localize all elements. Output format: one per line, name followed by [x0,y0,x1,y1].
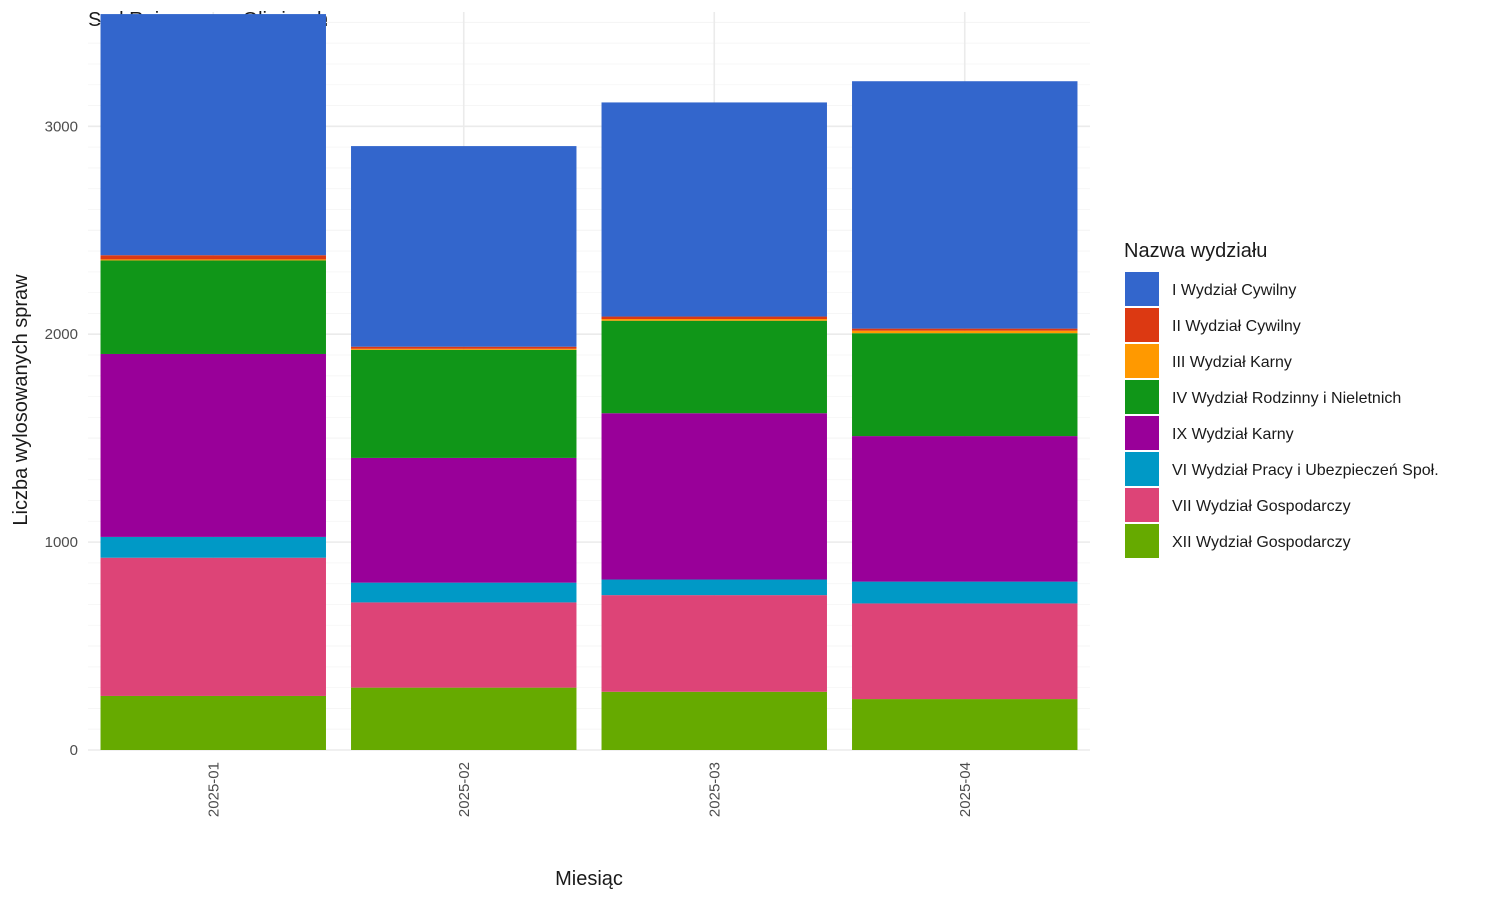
bar-segment [601,316,827,320]
bar-segment [852,581,1078,604]
x-axis-title: Miesiąc [555,868,623,890]
x-tick-label: 2025-02 [456,762,473,817]
bar-segment [601,102,827,317]
legend-label: VII Wydział Gospodarczy [1172,498,1351,515]
legend-label: XII Wydział Gospodarczy [1172,534,1351,551]
bar-segment [852,333,1078,437]
bar-segment [100,536,326,558]
bar-segment [351,687,577,750]
legend-swatch [1125,272,1159,306]
x-tick-label: 2025-01 [205,762,222,817]
bar-segment [100,695,326,750]
bar-segment [601,579,827,596]
x-tick-label: 2025-04 [957,762,974,817]
y-axis-ticks: 0 1000 2000 3000 [45,118,78,759]
bar-segment [351,349,577,458]
legend-label: VI Wydział Pracy i Ubezpieczeń Społ. [1172,462,1439,479]
bar-segment [852,699,1078,750]
legend-swatch [1125,488,1159,522]
legend-swatch [1125,416,1159,450]
x-tick-label: 2025-03 [706,762,723,817]
bar-segment [351,602,577,688]
y-tick-label: 2000 [45,326,78,343]
legend-label: IV Wydział Rodzinny i Nieletnich [1172,390,1401,407]
legend-swatch [1125,344,1159,378]
legend-label: III Wydział Karny [1172,354,1292,371]
bar-segment [351,582,577,603]
bar-segment [601,691,827,750]
bar-segment [100,557,326,696]
bar-segment [351,457,577,583]
legend: Nazwa wydziału I Wydział Cywilny II Wydzi… [1124,240,1439,558]
y-tick-label: 0 [70,742,78,759]
bar-segment [351,348,577,350]
bar-segment [852,436,1078,582]
legend-swatch [1125,380,1159,414]
y-axis-title: Liczba wylosowanych spraw [10,274,32,526]
bar-segment [601,320,827,414]
y-tick-label: 3000 [45,118,78,135]
x-axis-ticks: 2025-01 2025-02 2025-03 2025-04 [205,762,974,817]
bar-segment [852,328,1078,331]
legend-swatch [1125,524,1159,558]
legend-label: IX Wydział Karny [1172,426,1294,443]
bar-segment [852,603,1078,700]
legend-swatch [1125,452,1159,486]
bar-segment [601,319,827,321]
bar-segment [100,260,326,354]
legend-swatch [1125,308,1159,342]
legend-title: Nazwa wydziału [1124,240,1267,262]
bar-segment [351,146,577,347]
bar-segment [852,330,1078,334]
y-tick-label: 1000 [45,534,78,551]
bar-segment [351,346,577,349]
legend-label: II Wydział Cywilny [1172,318,1301,335]
bar-segment [601,413,827,580]
bar-segment [100,255,326,260]
bar-segment [100,14,326,256]
bar-segment [601,595,827,692]
bar-segment [100,353,326,537]
bar-segment [100,259,326,261]
bar-segment [852,81,1078,329]
legend-label: I Wydział Cywilny [1172,282,1296,299]
bars [100,14,1078,750]
